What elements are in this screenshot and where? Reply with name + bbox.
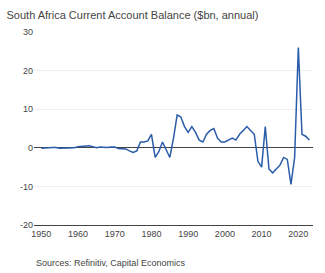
- svg-text:-20: -20: [20, 220, 33, 230]
- svg-text:0: 0: [28, 143, 33, 153]
- svg-text:30: 30: [23, 27, 33, 37]
- svg-text:2020: 2020: [288, 229, 308, 239]
- svg-text:1950: 1950: [31, 229, 51, 239]
- svg-text:Sources: Refinitiv, Capital Ec: Sources: Refinitiv, Capital Economics: [36, 258, 185, 268]
- svg-text:1980: 1980: [141, 229, 161, 239]
- svg-text:20: 20: [23, 66, 33, 76]
- svg-text:1970: 1970: [105, 229, 125, 239]
- svg-text:1990: 1990: [178, 229, 198, 239]
- svg-text:10: 10: [23, 104, 33, 114]
- svg-text:South Africa Current Account B: South Africa Current Account Balance ($b…: [7, 9, 259, 21]
- svg-text:-10: -10: [20, 182, 33, 192]
- svg-text:2010: 2010: [252, 229, 272, 239]
- svg-text:2000: 2000: [215, 229, 235, 239]
- svg-text:1960: 1960: [68, 229, 88, 239]
